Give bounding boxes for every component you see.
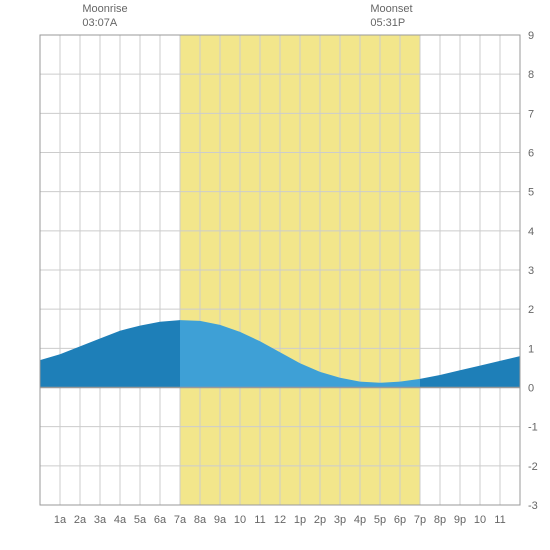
svg-text:4p: 4p [354,514,366,526]
moonrise-title: Moonrise [82,3,127,15]
chart-svg: -3-2-101234567891a2a3a4a5a6a7a8a9a101112… [0,0,550,550]
svg-text:4a: 4a [114,514,127,526]
svg-text:11: 11 [254,514,265,526]
svg-text:7: 7 [528,108,534,120]
moonset-time: 05:31P [370,17,405,29]
svg-text:8: 8 [528,69,534,81]
svg-text:10: 10 [474,514,486,526]
svg-text:1p: 1p [294,514,306,526]
svg-text:2p: 2p [314,514,326,526]
svg-text:6: 6 [528,148,534,160]
svg-text:8p: 8p [434,514,446,526]
svg-text:6a: 6a [154,514,167,526]
svg-text:6p: 6p [394,514,406,526]
svg-text:5a: 5a [134,514,147,526]
svg-text:3a: 3a [94,514,107,526]
tide-chart: Moonrise 03:07A Moonset 05:31P -3-2-1012… [0,0,550,550]
svg-text:11: 11 [494,514,505,526]
svg-text:9: 9 [528,30,534,42]
svg-text:5p: 5p [374,514,386,526]
svg-text:10: 10 [234,514,246,526]
svg-text:0: 0 [528,383,534,395]
svg-text:1: 1 [528,343,534,355]
svg-text:12: 12 [274,514,286,526]
svg-text:3: 3 [528,265,534,277]
svg-text:1a: 1a [54,514,67,526]
moonset-title: Moonset [370,3,412,15]
moonset-label: Moonset 05:31P [370,2,412,31]
svg-text:-1: -1 [528,422,538,434]
svg-text:-2: -2 [528,461,538,473]
svg-text:2a: 2a [74,514,87,526]
svg-text:5: 5 [528,187,534,199]
svg-text:9a: 9a [214,514,227,526]
moonrise-time: 03:07A [82,17,117,29]
svg-text:4: 4 [528,226,534,238]
svg-text:-3: -3 [528,500,538,512]
svg-text:7p: 7p [414,514,426,526]
svg-text:2: 2 [528,304,534,316]
moonrise-label: Moonrise 03:07A [82,2,127,31]
svg-text:8a: 8a [194,514,207,526]
svg-text:3p: 3p [334,514,346,526]
svg-text:7a: 7a [174,514,187,526]
svg-text:9p: 9p [454,514,466,526]
